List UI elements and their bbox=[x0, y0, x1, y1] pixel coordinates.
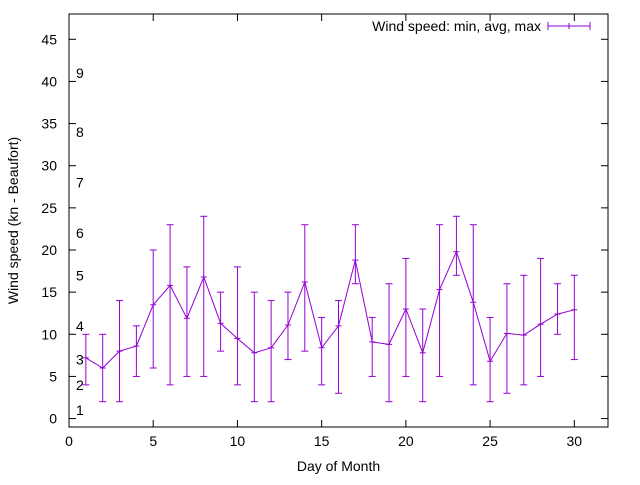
beaufort-label: 6 bbox=[76, 225, 84, 241]
beaufort-label: 4 bbox=[76, 318, 84, 334]
y-tick-label: 35 bbox=[41, 116, 57, 132]
data-point bbox=[503, 283, 511, 394]
y-tick-label: 25 bbox=[41, 200, 57, 216]
legend: Wind speed: min, avg, max bbox=[372, 18, 591, 34]
data-point bbox=[217, 291, 225, 352]
x-tick-label: 0 bbox=[65, 433, 73, 449]
data-point bbox=[267, 300, 275, 403]
y-tick-label: 45 bbox=[41, 31, 57, 47]
y-axis-label: Wind speed (kn - Beaufort) bbox=[5, 137, 21, 304]
data-point bbox=[183, 266, 191, 377]
data-point bbox=[520, 274, 528, 386]
beaufort-label: 9 bbox=[76, 65, 84, 81]
data-point bbox=[116, 300, 124, 403]
data-point bbox=[82, 333, 90, 386]
beaufort-scale-labels: 1 2 3 4 5 6 7 8 9 bbox=[76, 65, 84, 418]
y-tick-label: 15 bbox=[41, 284, 57, 300]
beaufort-label: 3 bbox=[76, 352, 84, 368]
data-point bbox=[419, 308, 427, 403]
data-point bbox=[318, 316, 326, 386]
data-point bbox=[250, 291, 258, 403]
data-point bbox=[537, 257, 545, 377]
beaufort-label: 7 bbox=[76, 175, 84, 191]
x-tick-label: 20 bbox=[398, 433, 414, 449]
y-tick-label: 40 bbox=[41, 73, 57, 89]
data-point bbox=[166, 224, 174, 386]
data-point bbox=[233, 266, 241, 386]
y-tick-label: 20 bbox=[41, 242, 57, 258]
y-tick-label: 0 bbox=[49, 411, 57, 427]
plot-frame bbox=[68, 13, 609, 428]
series-group bbox=[82, 215, 578, 403]
x-tick-label: 15 bbox=[314, 433, 330, 449]
beaufort-label: 2 bbox=[76, 377, 84, 393]
x-tick-label: 10 bbox=[230, 433, 246, 449]
beaufort-label: 5 bbox=[76, 267, 84, 283]
data-point bbox=[284, 291, 292, 361]
y-tick-label: 10 bbox=[41, 326, 57, 342]
x-axis-label: Day of Month bbox=[297, 458, 380, 474]
data-point bbox=[368, 316, 376, 377]
y-tick-label: 30 bbox=[41, 158, 57, 174]
data-point bbox=[553, 283, 561, 335]
data-point bbox=[351, 224, 359, 285]
legend-label: Wind speed: min, avg, max bbox=[372, 18, 541, 34]
data-point bbox=[385, 283, 393, 403]
data-point bbox=[301, 224, 309, 352]
data-point bbox=[469, 224, 477, 386]
beaufort-label: 1 bbox=[76, 402, 84, 418]
series-line bbox=[85, 250, 575, 369]
data-point bbox=[200, 215, 208, 377]
data-point bbox=[436, 224, 444, 377]
data-point bbox=[486, 316, 494, 403]
data-point bbox=[132, 325, 140, 377]
x-tick-label: 25 bbox=[482, 433, 498, 449]
y-tick-label: 5 bbox=[49, 368, 57, 384]
data-point bbox=[149, 249, 157, 369]
x-tick-label: 5 bbox=[149, 433, 157, 449]
data-point bbox=[570, 274, 578, 361]
data-point bbox=[335, 300, 342, 394]
data-point bbox=[99, 333, 107, 403]
x-tick-label: 30 bbox=[567, 433, 583, 449]
data-point bbox=[452, 215, 460, 276]
x-axis-ticks: 0 5 10 15 20 25 30 bbox=[65, 14, 582, 449]
data-point bbox=[402, 257, 410, 377]
beaufort-label: 8 bbox=[76, 124, 84, 140]
